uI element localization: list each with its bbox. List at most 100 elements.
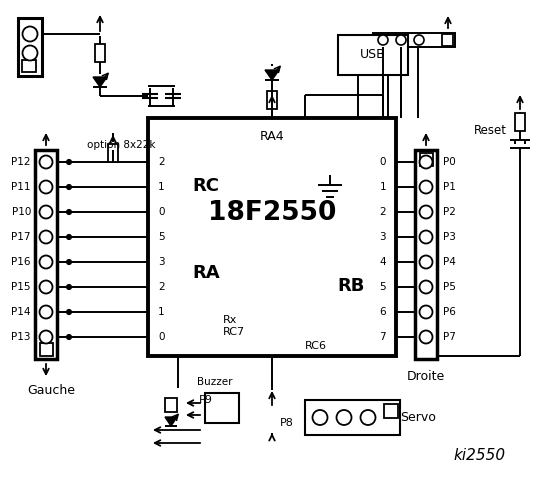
Text: P6: P6 [443, 307, 456, 317]
Text: 2: 2 [158, 157, 165, 167]
Bar [384, 404, 398, 418]
Text: 1: 1 [158, 182, 165, 192]
Text: P13: P13 [12, 332, 31, 342]
Bar [108, 144, 118, 162]
Bar [267, 91, 277, 109]
Bar [22, 60, 36, 72]
Bar [95, 44, 105, 62]
Text: P9: P9 [199, 395, 213, 405]
Text: P7: P7 [443, 332, 456, 342]
Text: 4: 4 [379, 257, 386, 267]
Circle shape [420, 305, 432, 319]
Bar [442, 34, 453, 46]
Text: P11: P11 [12, 182, 31, 192]
Bar [165, 398, 177, 412]
Polygon shape [265, 70, 279, 80]
Text: P5: P5 [443, 282, 456, 292]
Text: ki2550: ki2550 [454, 447, 506, 463]
Circle shape [39, 280, 53, 293]
Text: Droite: Droite [407, 371, 445, 384]
Circle shape [420, 180, 432, 193]
Text: P15: P15 [12, 282, 31, 292]
Polygon shape [165, 417, 177, 426]
Circle shape [66, 159, 71, 165]
Text: 18F2550: 18F2550 [208, 200, 336, 226]
Circle shape [414, 35, 424, 45]
Text: P10: P10 [12, 207, 31, 217]
Circle shape [378, 35, 388, 45]
Text: 6: 6 [379, 307, 386, 317]
Bar [515, 113, 525, 131]
Circle shape [420, 255, 432, 268]
Circle shape [420, 280, 432, 293]
Circle shape [66, 209, 71, 215]
Text: P14: P14 [12, 307, 31, 317]
Text: RA4: RA4 [260, 130, 284, 143]
Bar [373, 33, 455, 47]
Bar [338, 35, 408, 75]
Circle shape [39, 255, 53, 268]
Circle shape [39, 180, 53, 193]
Text: 7: 7 [379, 332, 386, 342]
Circle shape [23, 26, 38, 41]
Circle shape [39, 156, 53, 168]
Circle shape [361, 410, 375, 425]
Text: USB: USB [360, 48, 386, 61]
Text: 5: 5 [158, 232, 165, 242]
Text: P2: P2 [443, 207, 456, 217]
Text: P17: P17 [12, 232, 31, 242]
Text: P4: P4 [443, 257, 456, 267]
Text: 3: 3 [158, 257, 165, 267]
Text: P12: P12 [12, 157, 31, 167]
Circle shape [396, 35, 406, 45]
Text: option 8x22k: option 8x22k [87, 140, 155, 150]
Text: RC7: RC7 [223, 327, 245, 337]
Text: 0: 0 [379, 157, 386, 167]
Circle shape [66, 235, 71, 240]
Text: Gauche: Gauche [27, 384, 75, 397]
Text: P8: P8 [280, 418, 294, 428]
Bar [148, 118, 396, 356]
Bar [305, 400, 400, 435]
Text: Reset: Reset [473, 123, 507, 136]
Text: 0: 0 [158, 332, 164, 342]
Text: P16: P16 [12, 257, 31, 267]
Text: P3: P3 [443, 232, 456, 242]
Circle shape [66, 260, 71, 264]
Circle shape [420, 331, 432, 344]
Text: RC: RC [192, 177, 220, 195]
Text: 1: 1 [158, 307, 165, 317]
Circle shape [39, 205, 53, 218]
Text: 2: 2 [158, 282, 165, 292]
Text: 3: 3 [379, 232, 386, 242]
Circle shape [336, 410, 352, 425]
Text: P1: P1 [443, 182, 456, 192]
Circle shape [23, 46, 38, 60]
Circle shape [66, 310, 71, 314]
Text: 2: 2 [379, 207, 386, 217]
Text: RC6: RC6 [305, 341, 327, 351]
Bar [39, 343, 53, 356]
Circle shape [420, 156, 432, 168]
Circle shape [66, 184, 71, 190]
Bar [35, 150, 57, 359]
Text: 0: 0 [158, 207, 164, 217]
Circle shape [66, 285, 71, 289]
Circle shape [420, 205, 432, 218]
Text: Buzzer: Buzzer [197, 377, 233, 387]
Circle shape [420, 230, 432, 243]
Circle shape [66, 335, 71, 339]
Circle shape [312, 410, 327, 425]
Circle shape [39, 331, 53, 344]
Text: RB: RB [337, 277, 364, 295]
Circle shape [39, 305, 53, 319]
Bar [18, 18, 42, 76]
Bar [415, 150, 437, 359]
Bar [420, 153, 432, 166]
Polygon shape [93, 77, 107, 87]
Text: 1: 1 [379, 182, 386, 192]
Text: 5: 5 [379, 282, 386, 292]
Text: Rx: Rx [223, 315, 237, 325]
Text: P0: P0 [443, 157, 456, 167]
Bar [205, 393, 239, 423]
